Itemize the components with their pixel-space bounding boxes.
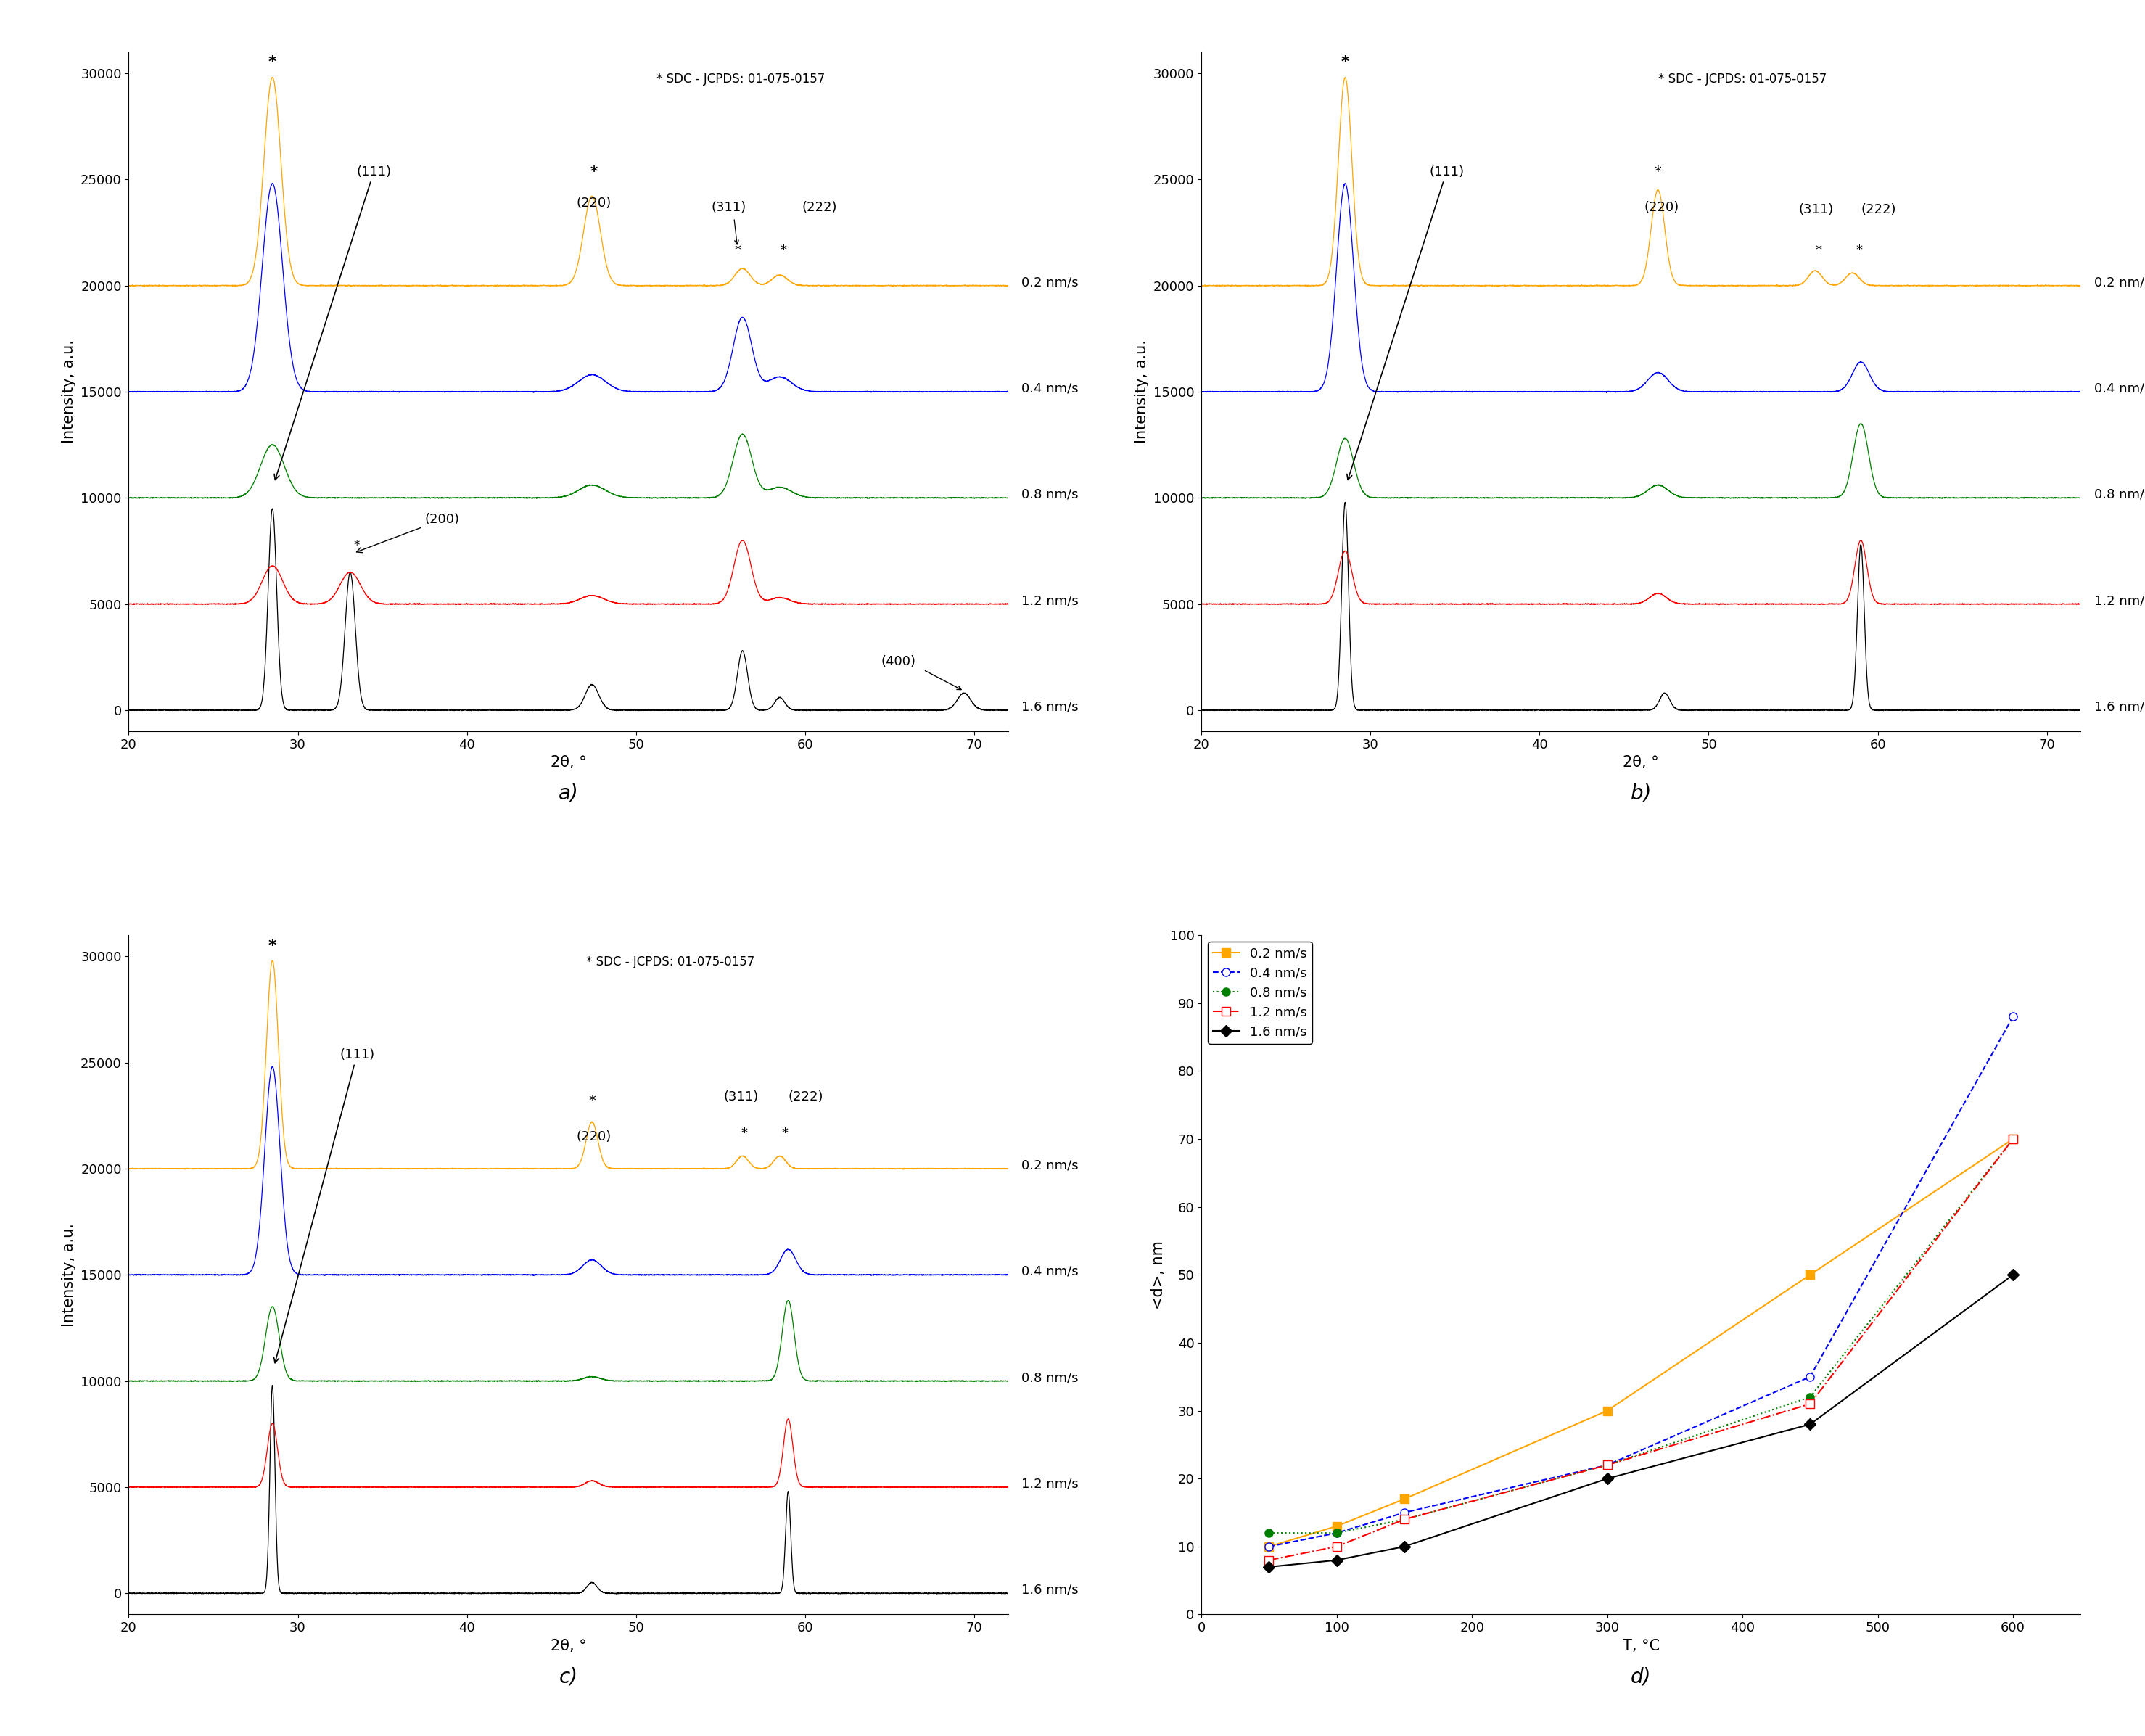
0.2 nm/s: [1323, 1516, 1349, 1536]
Text: *: *: [1654, 165, 1662, 179]
0.8 nm/s: [1323, 1522, 1349, 1543]
Text: 0.4 nm/s: 0.4 nm/s: [1021, 382, 1079, 396]
Text: 0.2 nm/s: 0.2 nm/s: [2094, 276, 2145, 288]
Text: (222): (222): [787, 1090, 824, 1104]
1.2 nm/s: [1392, 1509, 1418, 1529]
Line: 0.8 nm/s: 0.8 nm/s: [1266, 1135, 2016, 1536]
1.6 nm/s: [1999, 1264, 2025, 1285]
Y-axis label: <d>, nm: <d>, nm: [1152, 1241, 1165, 1309]
Text: (400): (400): [882, 656, 916, 668]
Text: b): b): [1630, 783, 1652, 804]
Text: 0.2 nm/s: 0.2 nm/s: [1021, 276, 1079, 288]
Text: a): a): [558, 783, 579, 804]
1.6 nm/s: [1392, 1536, 1418, 1557]
Text: *: *: [781, 243, 787, 257]
1.2 nm/s: [1323, 1536, 1349, 1557]
1.2 nm/s: [1798, 1394, 1823, 1415]
0.2 nm/s: [1594, 1401, 1619, 1422]
Text: (311): (311): [1798, 203, 1834, 217]
Text: *: *: [781, 1127, 787, 1141]
1.2 nm/s: [1594, 1455, 1619, 1476]
Text: *: *: [588, 1094, 596, 1108]
Text: 1.6 nm/s: 1.6 nm/s: [1021, 1583, 1079, 1597]
Text: (311): (311): [723, 1090, 759, 1104]
Y-axis label: Intensity, a.u.: Intensity, a.u.: [62, 340, 77, 444]
Text: 0.4 nm/s: 0.4 nm/s: [1021, 1266, 1079, 1278]
Text: 1.2 nm/s: 1.2 nm/s: [1021, 594, 1079, 608]
1.2 nm/s: [1999, 1128, 2025, 1149]
Text: (222): (222): [1862, 203, 1896, 217]
0.8 nm/s: [1798, 1387, 1823, 1408]
0.2 nm/s: [1798, 1264, 1823, 1285]
1.6 nm/s: [1798, 1413, 1823, 1434]
0.8 nm/s: [1392, 1509, 1418, 1529]
0.4 nm/s: [1594, 1455, 1619, 1476]
Legend: 0.2 nm/s, 0.4 nm/s, 0.8 nm/s, 1.2 nm/s, 1.6 nm/s: 0.2 nm/s, 0.4 nm/s, 0.8 nm/s, 1.2 nm/s, …: [1208, 941, 1313, 1043]
Text: (311): (311): [712, 201, 746, 214]
X-axis label: 2θ, °: 2θ, °: [551, 755, 586, 771]
Line: 1.6 nm/s: 1.6 nm/s: [1266, 1271, 2016, 1571]
0.2 nm/s: [1392, 1488, 1418, 1509]
Text: *: *: [268, 939, 277, 953]
Y-axis label: Intensity, a.u.: Intensity, a.u.: [62, 1222, 77, 1326]
Text: (220): (220): [577, 196, 611, 210]
0.4 nm/s: [1257, 1536, 1283, 1557]
0.8 nm/s: [1999, 1128, 2025, 1149]
Text: (222): (222): [802, 201, 837, 214]
Text: (111): (111): [1347, 165, 1465, 479]
0.4 nm/s: [1323, 1522, 1349, 1543]
0.8 nm/s: [1594, 1455, 1619, 1476]
X-axis label: T, °C: T, °C: [1622, 1639, 1660, 1653]
Text: 0.8 nm/s: 0.8 nm/s: [1021, 488, 1079, 502]
Text: * SDC - JCPDS: 01-075-0157: * SDC - JCPDS: 01-075-0157: [586, 955, 755, 969]
Text: *: *: [268, 56, 277, 69]
Text: *: *: [354, 538, 360, 552]
0.4 nm/s: [1798, 1366, 1823, 1387]
Text: (111): (111): [275, 165, 390, 479]
Text: 1.6 nm/s: 1.6 nm/s: [2094, 700, 2145, 713]
0.4 nm/s: [1999, 1007, 2025, 1028]
1.6 nm/s: [1594, 1469, 1619, 1489]
0.4 nm/s: [1392, 1502, 1418, 1522]
Line: 0.2 nm/s: 0.2 nm/s: [1266, 1135, 2016, 1550]
Text: 1.2 nm/s: 1.2 nm/s: [2094, 594, 2145, 608]
Text: *: *: [1855, 243, 1862, 257]
Text: (220): (220): [1643, 201, 1680, 214]
Text: c): c): [560, 1667, 577, 1687]
X-axis label: 2θ, °: 2θ, °: [551, 1639, 586, 1653]
Text: *: *: [1815, 243, 1821, 257]
1.2 nm/s: [1257, 1550, 1283, 1571]
Text: *: *: [1341, 56, 1349, 69]
Text: * SDC - JCPDS: 01-075-0157: * SDC - JCPDS: 01-075-0157: [1658, 73, 1828, 85]
Line: 0.4 nm/s: 0.4 nm/s: [1266, 1012, 2016, 1550]
Text: (111): (111): [275, 1049, 375, 1363]
X-axis label: 2θ, °: 2θ, °: [1624, 755, 1658, 771]
Text: 0.8 nm/s: 0.8 nm/s: [1021, 1371, 1079, 1384]
Text: 1.6 nm/s: 1.6 nm/s: [1021, 700, 1079, 713]
Y-axis label: Intensity, a.u.: Intensity, a.u.: [1135, 340, 1150, 444]
Text: 0.8 nm/s: 0.8 nm/s: [2094, 488, 2145, 502]
1.6 nm/s: [1257, 1557, 1283, 1578]
Line: 1.2 nm/s: 1.2 nm/s: [1266, 1135, 2016, 1564]
Text: 1.2 nm/s: 1.2 nm/s: [1021, 1477, 1079, 1491]
Text: *: *: [740, 1127, 746, 1141]
Text: *: *: [734, 243, 740, 257]
Text: (200): (200): [356, 514, 459, 552]
0.8 nm/s: [1257, 1522, 1283, 1543]
Text: d): d): [1630, 1667, 1652, 1687]
Text: 0.2 nm/s: 0.2 nm/s: [1021, 1160, 1079, 1172]
Text: 0.4 nm/s: 0.4 nm/s: [2094, 382, 2145, 396]
Text: * SDC - JCPDS: 01-075-0157: * SDC - JCPDS: 01-075-0157: [656, 73, 824, 85]
Text: (220): (220): [577, 1130, 611, 1144]
Text: *: *: [590, 165, 596, 179]
0.2 nm/s: [1999, 1128, 2025, 1149]
0.2 nm/s: [1257, 1536, 1283, 1557]
1.6 nm/s: [1323, 1550, 1349, 1571]
